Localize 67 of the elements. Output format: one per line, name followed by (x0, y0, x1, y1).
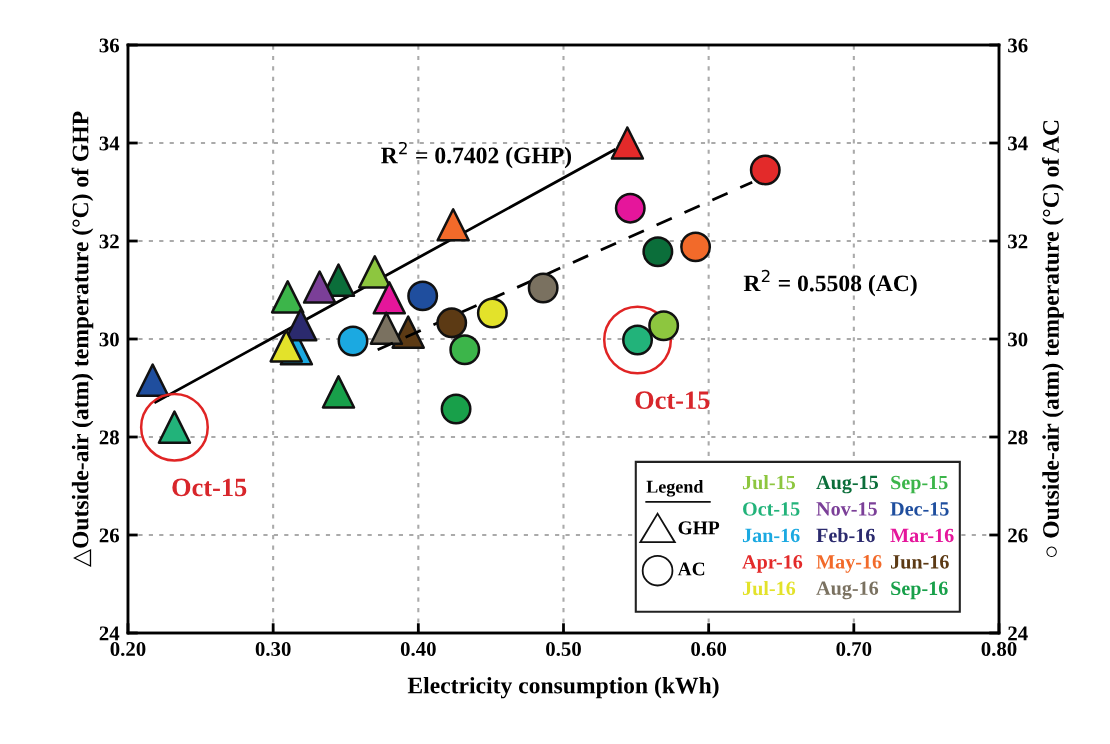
y-tick-label: 36 (99, 38, 120, 53)
annotation: R$^{2}$ = 0.5508 (AC) (743, 269, 917, 297)
point (648, 310, 680, 342)
point (527, 272, 559, 304)
point (407, 280, 439, 312)
text: Aug-15 (816, 475, 879, 494)
point (476, 297, 508, 329)
point (270, 280, 305, 314)
point (321, 375, 356, 409)
annotation: AC (677, 562, 705, 576)
text: Nov-15 (816, 502, 877, 516)
text: Apr-16 (742, 555, 803, 573)
point (642, 236, 674, 268)
y-tick-label: 28 (99, 430, 119, 445)
y-tick-label: 32 (99, 234, 119, 249)
x-tick-label: 0.50 (546, 641, 581, 657)
point (302, 270, 337, 304)
point (749, 154, 781, 186)
y2-tick-label: 26 (1008, 528, 1028, 543)
text: Sep-15 (891, 475, 948, 494)
point (449, 334, 481, 366)
point (440, 393, 472, 425)
annotation: Oct-15 (172, 478, 247, 497)
point (680, 231, 712, 263)
text: Jun-16 (891, 555, 949, 569)
text: Jul-16 (742, 580, 796, 596)
point (135, 363, 170, 397)
x-tick-label: 0.30 (255, 641, 291, 657)
y2-tick-label: 30 (1008, 332, 1028, 347)
y-tick-label: 26 (99, 528, 120, 543)
y-tick-label: 24 (99, 626, 120, 641)
text: Aug-16 (816, 581, 879, 600)
legend-label: Oct-15 (743, 502, 800, 516)
text: Mar-16 (890, 528, 954, 543)
text: May-16 (816, 555, 882, 573)
annotation: R$^{2}$ = 0.7402 (GHP) (381, 141, 572, 169)
y2-tick-label: 34 (1008, 136, 1028, 151)
text: Feb-16 (816, 528, 875, 543)
point (610, 126, 645, 160)
annotation: GHP (678, 521, 720, 535)
legend-title: Legend (646, 480, 704, 497)
x-tick-label: 0.20 (110, 641, 146, 657)
y-tick-label: 30 (99, 332, 119, 347)
point (436, 307, 468, 339)
text: Jan-16 (742, 528, 800, 543)
y2-tick-label: 32 (1008, 234, 1028, 249)
y2-axis-title: ○ Outside-air (atm) temperature (°C) of AC (1042, 120, 1064, 558)
text: Jul-15 (742, 475, 796, 490)
point (337, 325, 369, 357)
point (614, 192, 646, 224)
y2-tick-label: 24 (1008, 626, 1028, 641)
y2-tick-label: 36 (1008, 38, 1028, 53)
point (269, 329, 303, 363)
y-axis-title: △Outside-air (atm) temperature (°C) of GHP (71, 111, 94, 568)
annotation: Oct-15 (635, 391, 710, 410)
point (369, 311, 404, 345)
text: Dec-15 (890, 502, 949, 516)
y2-tick-label: 28 (1008, 430, 1028, 445)
x-tick-label: 0.40 (400, 641, 436, 657)
x-axis-title: Electricity consumption (kWh) (407, 676, 719, 699)
x-tick-label: 0.80 (981, 641, 1017, 657)
text: Sep-16 (891, 581, 948, 600)
point (372, 281, 407, 315)
point (436, 208, 470, 242)
x-tick-label: 0.70 (836, 641, 872, 657)
y-tick-label: 34 (99, 136, 120, 151)
x-tick-label: 0.60 (691, 641, 727, 657)
